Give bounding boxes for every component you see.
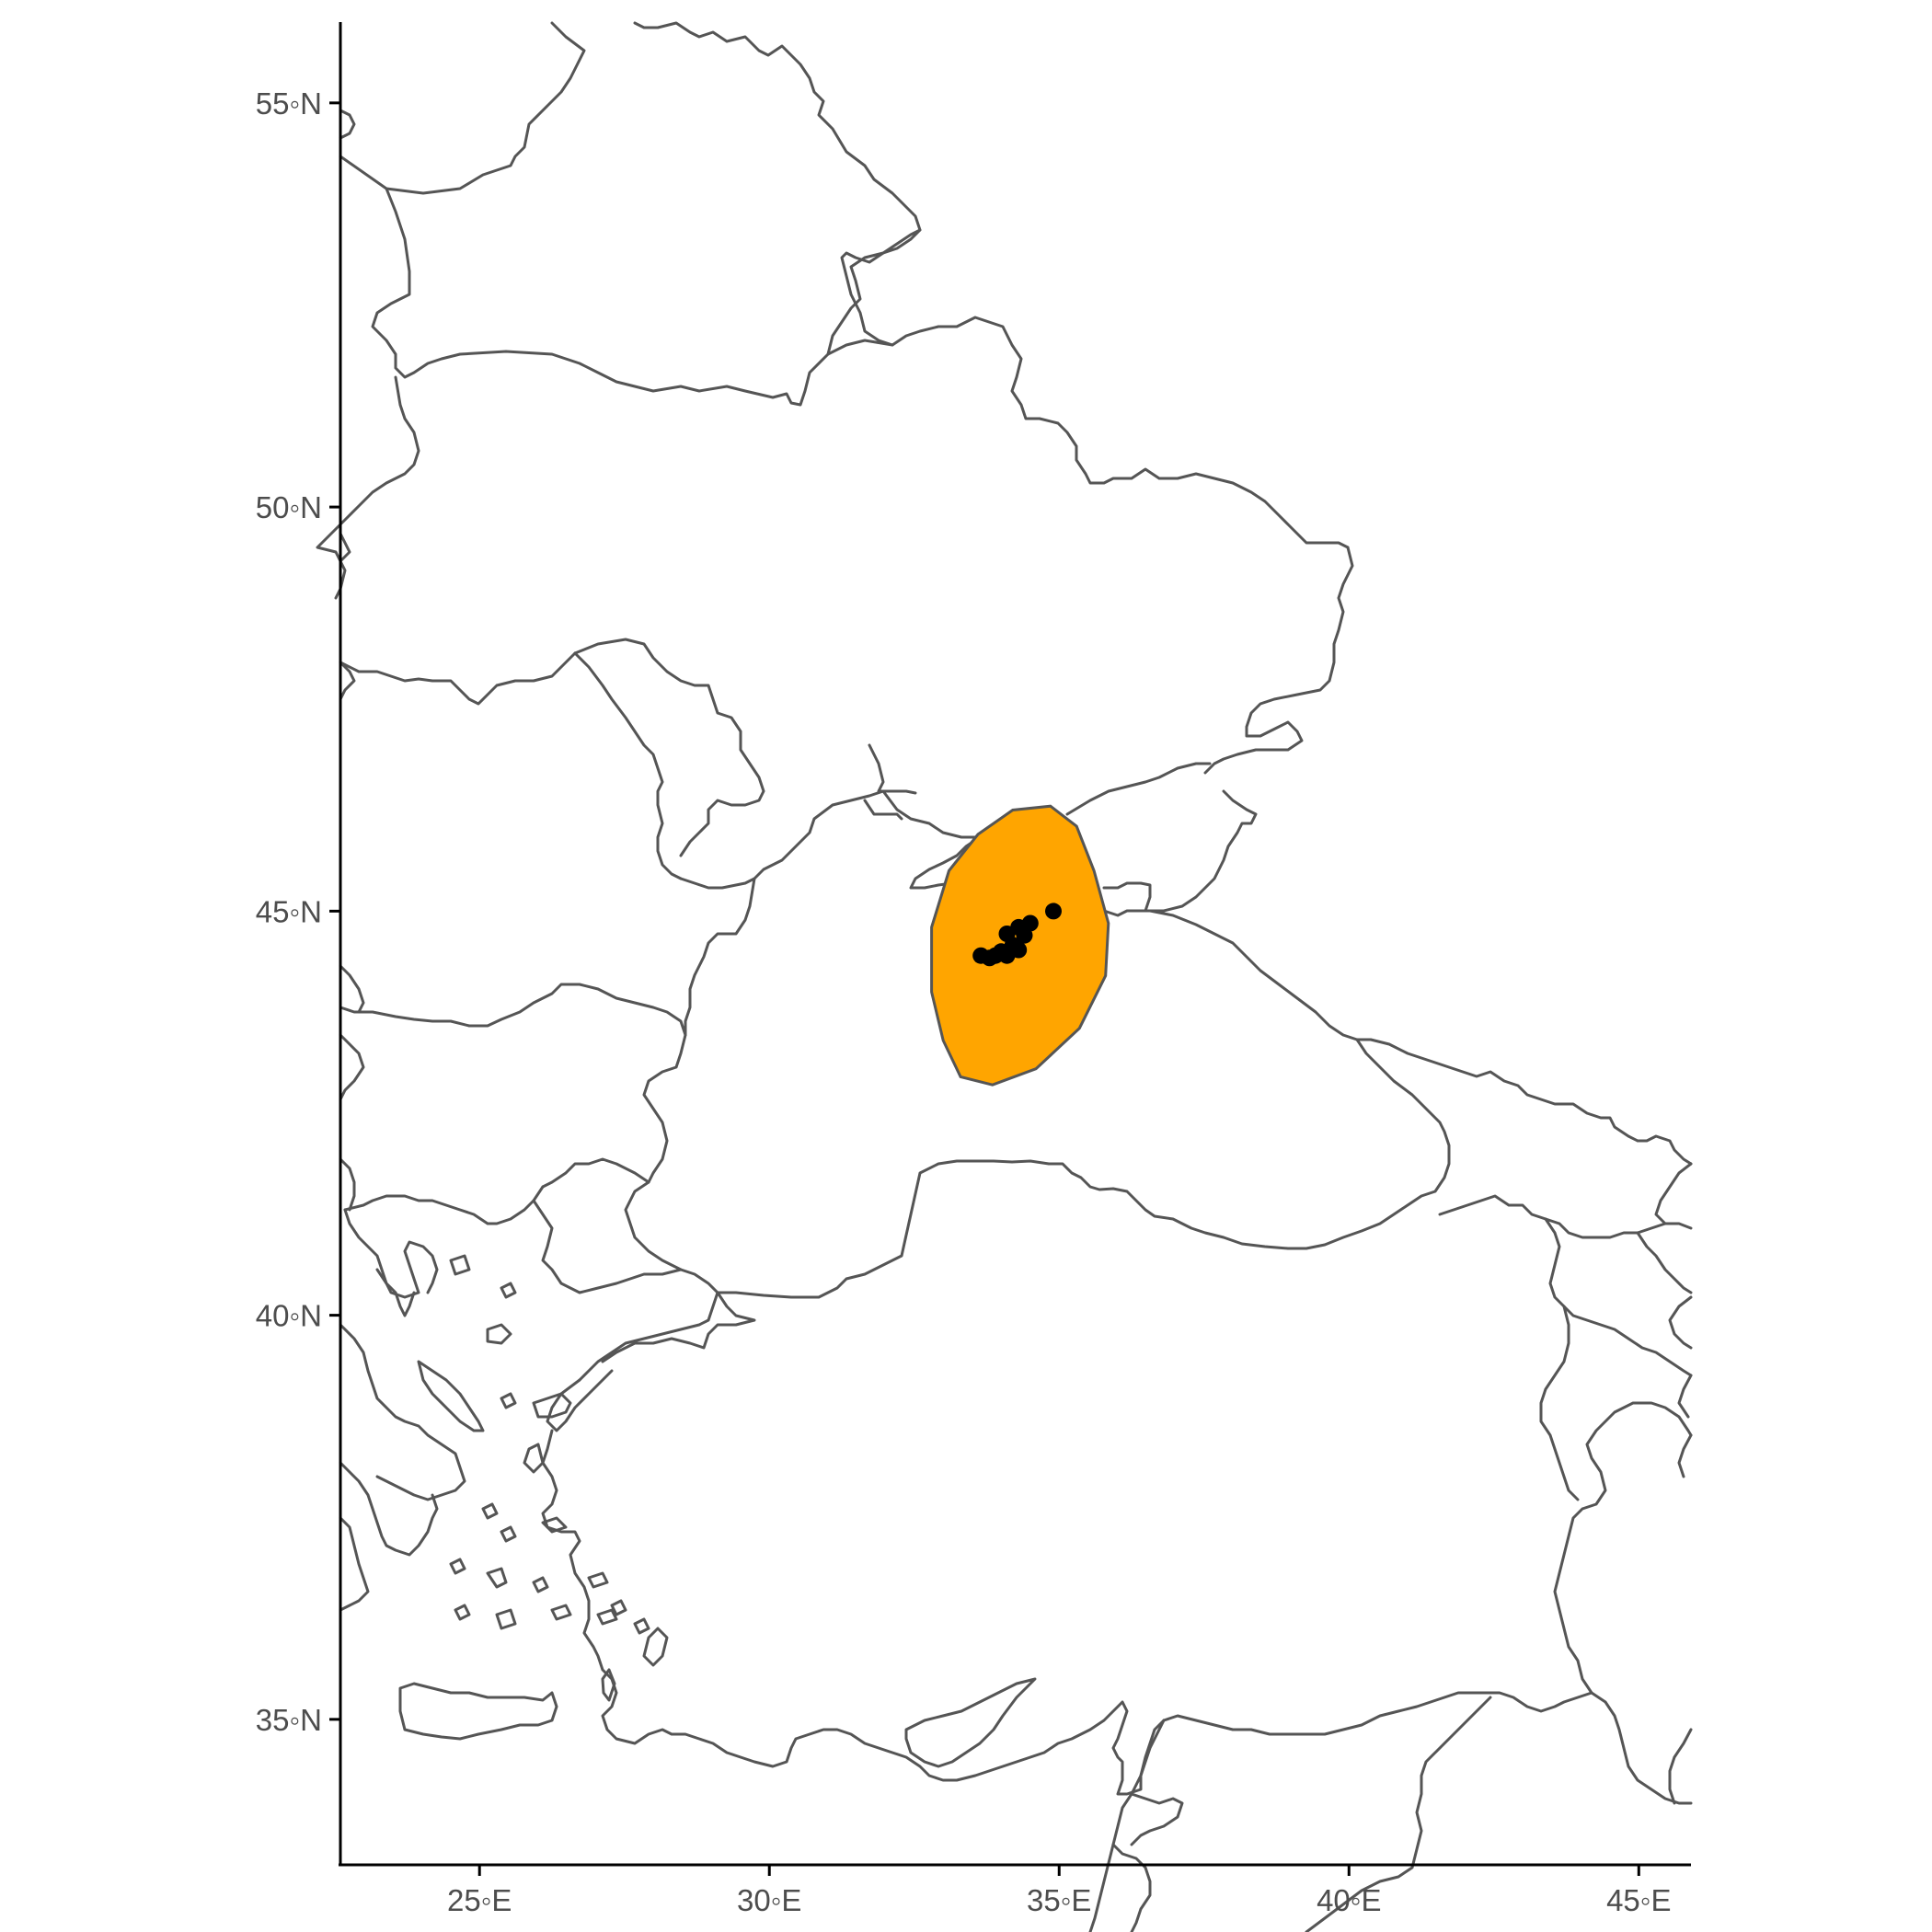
west-edge-1	[339, 1033, 365, 1101]
moldova-border	[573, 638, 765, 857]
dodecanese-2	[610, 1599, 627, 1616]
x-tick-label: 25◦E	[447, 1883, 512, 1917]
x-tick-label: 30◦E	[737, 1883, 801, 1917]
occurrence-points-layer	[972, 903, 1062, 967]
crete-island	[398, 1682, 558, 1741]
armenia-border	[1544, 1217, 1693, 1377]
east-edge-3	[1668, 1295, 1693, 1350]
country-borders	[316, 21, 1693, 1932]
cyclades-4	[486, 1567, 508, 1589]
belarus-east-border	[633, 21, 922, 347]
ukraine-west-border	[316, 375, 420, 600]
georgia-south-border	[1438, 1194, 1693, 1239]
east-edge-4	[1677, 1374, 1693, 1419]
west-edge-5	[339, 109, 356, 140]
cyclades-2	[500, 1525, 517, 1543]
greece-coast-west	[339, 1323, 466, 1501]
cyclades-7	[532, 1576, 549, 1593]
syria-border	[1553, 1401, 1693, 1695]
east-edge-2	[1668, 1728, 1693, 1805]
ukraine-east-border	[1203, 546, 1354, 775]
occurrence-point	[1045, 903, 1062, 920]
kos-island	[596, 1608, 618, 1626]
chios-island	[523, 1443, 545, 1474]
belarus-border	[339, 21, 586, 195]
east-edge-1	[1677, 1433, 1693, 1478]
dnieper-bay	[863, 799, 903, 821]
israel-border	[1111, 1843, 1152, 1932]
romania-west-border	[339, 661, 356, 701]
greece-south	[339, 1516, 370, 1612]
black-sea-west-coast	[624, 877, 756, 1294]
crimea-north-coast	[1065, 762, 1212, 816]
thrace-south	[578, 1291, 719, 1382]
samothrace-island	[500, 1282, 517, 1299]
samos-island	[541, 1516, 568, 1534]
karpathos-island	[601, 1668, 616, 1702]
gallipoli	[546, 1369, 614, 1432]
euboea-island	[417, 1360, 485, 1432]
occurrence-point	[998, 947, 1016, 964]
bulgaria-turkey-border	[541, 1157, 650, 1189]
y-tick-label: 55◦N	[256, 86, 322, 121]
levant-coast	[1088, 1719, 1166, 1932]
occurrence-point	[981, 949, 998, 967]
axes: 25◦E 30◦E 35◦E 40◦E 45◦E 55◦N 50◦N 45◦N 40◦N 35◦…	[256, 22, 1691, 1917]
cyclades-3	[449, 1558, 466, 1575]
azerbaijan-border	[1636, 1231, 1693, 1294]
lebanon-border	[1130, 1792, 1184, 1846]
west-edge-4	[339, 532, 351, 563]
caspian-region	[1654, 1162, 1693, 1225]
black-sea-north-coast	[753, 789, 982, 880]
moldova-romania-border	[573, 651, 683, 880]
turkey-iran-border	[1539, 1305, 1580, 1501]
y-axis-ticks: 55◦N 50◦N 45◦N 40◦N 35◦N	[256, 86, 340, 1737]
thrace-border	[532, 1199, 683, 1294]
syria-south-border	[1305, 1696, 1492, 1932]
lemnos-island	[486, 1323, 512, 1345]
lesbos-island	[532, 1392, 572, 1419]
rhodes-island	[642, 1627, 669, 1667]
y-tick-label: 45◦N	[256, 894, 322, 928]
cyclades-5	[454, 1604, 471, 1621]
dodecanese-3	[550, 1604, 572, 1621]
caucasus-coast	[1148, 909, 1359, 1041]
dnieper-estuary	[868, 743, 917, 795]
russia-georgia-border	[1355, 1038, 1693, 1166]
kerch-coast	[1102, 789, 1258, 913]
cyclades-1	[481, 1502, 499, 1520]
bulgaria-greece-border	[343, 1185, 545, 1225]
x-tick-label: 35◦E	[1027, 1883, 1091, 1917]
dodecanese-4	[633, 1617, 650, 1635]
cyprus-island	[904, 1677, 1037, 1768]
west-edge-3	[339, 964, 365, 1014]
y-tick-label: 35◦N	[256, 1703, 322, 1737]
syria-iraq-border	[1590, 1691, 1693, 1805]
cyclades-6	[495, 1608, 517, 1630]
belarus-ukraine-border	[371, 187, 1350, 549]
x-axis-ticks: 25◦E 30◦E 35◦E 40◦E 45◦E	[447, 1865, 1672, 1917]
greece-mainland	[343, 1208, 439, 1299]
turkey-aegean-coast	[541, 1429, 1166, 1796]
russia-north-1	[826, 228, 922, 356]
dodecanese-1	[587, 1571, 609, 1589]
peloponnese	[339, 1461, 439, 1557]
y-tick-label: 40◦N	[256, 1299, 322, 1333]
occurrence-point	[1016, 926, 1033, 944]
turkey-black-sea-coast	[716, 1038, 1451, 1299]
kerch-strait	[1102, 909, 1147, 917]
turkey-south-coast	[1162, 1691, 1593, 1736]
romania-border	[339, 651, 577, 706]
crimea-coast	[909, 835, 982, 890]
danube-border	[339, 983, 687, 1037]
y-tick-label: 50◦N	[256, 490, 322, 524]
chalkidiki	[375, 1268, 416, 1317]
thasos-island	[449, 1254, 471, 1276]
west-edge-2	[339, 1157, 356, 1212]
marmara-coast	[601, 1291, 756, 1363]
x-tick-label: 45◦E	[1606, 1883, 1671, 1917]
skyros-island	[500, 1392, 517, 1409]
x-tick-label: 40◦E	[1317, 1883, 1381, 1917]
